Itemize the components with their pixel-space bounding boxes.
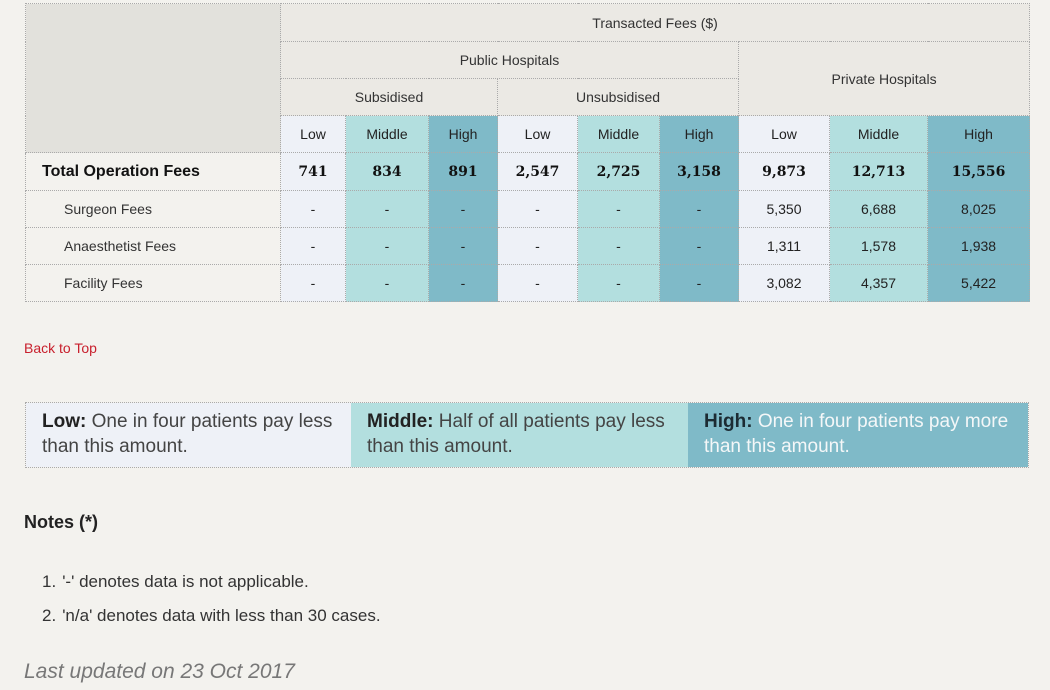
table-cell: 5,422 [926, 264, 1031, 302]
table-cell: - [659, 227, 739, 265]
legend-description: One in four patients pay more than this … [704, 411, 1009, 457]
table-row-anaesthetist-fees: Anaesthetist Fees - - - - - - 1,311 1,57… [25, 227, 1031, 265]
table-cell: 6,688 [829, 190, 928, 228]
table-cell: - [428, 227, 498, 265]
list-item: 2. 'n/a' denotes data with less than 30 c… [24, 602, 381, 636]
table-row-surgeon-fees: Surgeon Fees - - - - - - 5,350 6,688 8,0… [25, 190, 1031, 228]
table-cell: 2,547 [497, 152, 578, 191]
list-item: 1. '-' denotes data is not applicable. [24, 568, 381, 602]
table-row-total-operation-fees: Total Operation Fees 741 834 891 2,547 2… [25, 152, 1031, 191]
note-text: '-' denotes data is not applicable. [62, 572, 309, 591]
row-label: Total Operation Fees [25, 152, 281, 191]
back-to-top-link[interactable]: Back to Top [24, 340, 97, 356]
legend-box: Low: One in four patients pay less than … [25, 402, 1029, 468]
legend-description: One in four patients pay less than this … [42, 411, 333, 457]
row-label: Anaesthetist Fees [25, 227, 281, 265]
table-cell: - [497, 264, 578, 302]
legend-term: Middle: [367, 411, 434, 432]
notes-title: Notes (*) [24, 512, 99, 532]
table-cell: - [659, 264, 739, 302]
legend-high: High: One in four patients pay more than… [688, 403, 1028, 467]
table-cell: - [280, 190, 346, 228]
header-high: High [428, 115, 498, 153]
table-cell: 1,578 [829, 227, 928, 265]
header-low: Low [280, 115, 346, 153]
table-cell: 1,311 [738, 227, 830, 265]
row-label: Facility Fees [25, 264, 281, 302]
notes-list: 1. '-' denotes data is not applicable. 2.… [24, 568, 381, 636]
table-cell: 1,938 [926, 227, 1031, 265]
note-text: 'n/a' denotes data with less than 30 cas… [62, 606, 381, 625]
row-label: Surgeon Fees [25, 190, 281, 228]
legend-low: Low: One in four patients pay less than … [26, 403, 351, 467]
header-public-hospitals: Public Hospitals [280, 41, 739, 79]
table-row-facility-fees: Facility Fees - - - - - - 3,082 4,357 5,… [25, 264, 1031, 302]
header-private-hospitals: Private Hospitals [737, 41, 1031, 116]
header-low: Low [738, 115, 830, 153]
note-number: 1. [42, 572, 57, 591]
legend-middle: Middle: Half of all patients pay less th… [351, 403, 688, 467]
table-cell: - [428, 264, 498, 302]
table-cell: - [345, 190, 429, 228]
table-cell: - [497, 227, 578, 265]
table-cell: 3,158 [659, 152, 739, 191]
table-cell: - [280, 264, 346, 302]
table-cell: - [428, 190, 498, 228]
table-cell: 4,357 [829, 264, 928, 302]
table-cell: 5,350 [738, 190, 830, 228]
last-updated: Last updated on 23 Oct 2017 [24, 660, 295, 683]
table-cell: 12,713 [829, 152, 928, 191]
table-cell: 741 [280, 152, 346, 191]
header-subsidised: Subsidised [280, 78, 498, 116]
legend-description: Half of all patients pay less than this … [367, 411, 665, 457]
table-corner [25, 3, 281, 153]
fees-table: Transacted Fees ($) Public Hospitals Pri… [25, 3, 1031, 302]
table-cell: - [577, 264, 660, 302]
header-low: Low [497, 115, 578, 153]
note-number: 2. [42, 606, 57, 625]
table-cell: 3,082 [738, 264, 830, 302]
header-transacted-fees: Transacted Fees ($) [279, 3, 1031, 42]
table-cell: - [659, 190, 739, 228]
table-cell: 891 [428, 152, 498, 191]
legend-term: Low: [42, 411, 87, 432]
table-cell: - [345, 264, 429, 302]
table-cell: - [577, 227, 660, 265]
header-high: High [659, 115, 739, 153]
header-unsubsidised: Unsubsidised [497, 78, 739, 116]
table-cell: 834 [345, 152, 429, 191]
header-high: High [926, 115, 1031, 153]
table-cell: - [577, 190, 660, 228]
header-middle: Middle [577, 115, 660, 153]
table-cell: 9,873 [738, 152, 830, 191]
table-cell: - [345, 227, 429, 265]
table-cell: 15,556 [926, 152, 1031, 191]
header-middle: Middle [829, 115, 928, 153]
table-cell: - [497, 190, 578, 228]
header-middle: Middle [345, 115, 429, 153]
table-cell: 2,725 [577, 152, 660, 191]
legend-term: High: [704, 411, 753, 432]
table-cell: 8,025 [926, 190, 1031, 228]
table-cell: - [280, 227, 346, 265]
